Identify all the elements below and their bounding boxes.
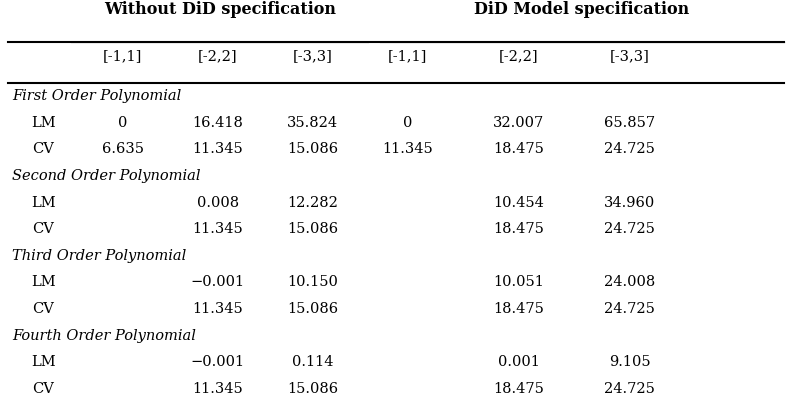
Text: Without DiD specification: Without DiD specification <box>104 1 336 18</box>
Text: CV: CV <box>32 382 54 396</box>
Text: [-3,3]: [-3,3] <box>610 50 649 63</box>
Text: CV: CV <box>32 142 54 156</box>
Text: LM: LM <box>32 196 56 209</box>
Text: Third Order Polynomial: Third Order Polynomial <box>12 249 186 263</box>
Text: 12.282: 12.282 <box>287 196 338 209</box>
Text: −0.001: −0.001 <box>191 276 245 289</box>
Text: 0.008: 0.008 <box>196 196 239 209</box>
Text: 18.475: 18.475 <box>493 302 544 316</box>
Text: 0: 0 <box>403 116 413 130</box>
Text: Fourth Order Polynomial: Fourth Order Polynomial <box>12 329 196 343</box>
Text: 15.086: 15.086 <box>287 302 338 316</box>
Text: 9.105: 9.105 <box>609 355 650 369</box>
Text: CV: CV <box>32 222 54 236</box>
Text: [-1,1]: [-1,1] <box>103 50 143 63</box>
Text: 11.345: 11.345 <box>383 142 433 156</box>
Text: [-2,2]: [-2,2] <box>198 50 238 63</box>
Text: 0.001: 0.001 <box>498 355 539 369</box>
Text: 10.454: 10.454 <box>493 196 544 209</box>
Text: 34.960: 34.960 <box>604 196 655 209</box>
Text: 24.725: 24.725 <box>604 142 655 156</box>
Text: LM: LM <box>32 116 56 130</box>
Text: 11.345: 11.345 <box>192 142 243 156</box>
Text: 24.725: 24.725 <box>604 302 655 316</box>
Text: 15.086: 15.086 <box>287 222 338 236</box>
Text: 6.635: 6.635 <box>101 142 144 156</box>
Text: 0: 0 <box>118 116 128 130</box>
Text: 35.824: 35.824 <box>287 116 338 130</box>
Text: 16.418: 16.418 <box>192 116 243 130</box>
Text: 24.008: 24.008 <box>604 276 655 289</box>
Text: 65.857: 65.857 <box>604 116 655 130</box>
Text: [-3,3]: [-3,3] <box>293 50 333 63</box>
Text: 24.725: 24.725 <box>604 222 655 236</box>
Text: [-1,1]: [-1,1] <box>388 50 428 63</box>
Text: DiD Model specification: DiD Model specification <box>474 1 690 18</box>
Text: 18.475: 18.475 <box>493 382 544 396</box>
Text: 15.086: 15.086 <box>287 382 338 396</box>
Text: 11.345: 11.345 <box>192 222 243 236</box>
Text: 10.150: 10.150 <box>287 276 338 289</box>
Text: LM: LM <box>32 276 56 289</box>
Text: 15.086: 15.086 <box>287 142 338 156</box>
Text: 18.475: 18.475 <box>493 222 544 236</box>
Text: 24.725: 24.725 <box>604 382 655 396</box>
Text: 32.007: 32.007 <box>493 116 544 130</box>
Text: LM: LM <box>32 355 56 369</box>
Text: [-2,2]: [-2,2] <box>499 50 539 63</box>
Text: −0.001: −0.001 <box>191 355 245 369</box>
Text: Second Order Polynomial: Second Order Polynomial <box>12 169 200 183</box>
Text: 10.051: 10.051 <box>493 276 544 289</box>
Text: 11.345: 11.345 <box>192 302 243 316</box>
Text: 11.345: 11.345 <box>192 382 243 396</box>
Text: 18.475: 18.475 <box>493 142 544 156</box>
Text: CV: CV <box>32 302 54 316</box>
Text: 0.114: 0.114 <box>292 355 333 369</box>
Text: First Order Polynomial: First Order Polynomial <box>12 89 181 103</box>
